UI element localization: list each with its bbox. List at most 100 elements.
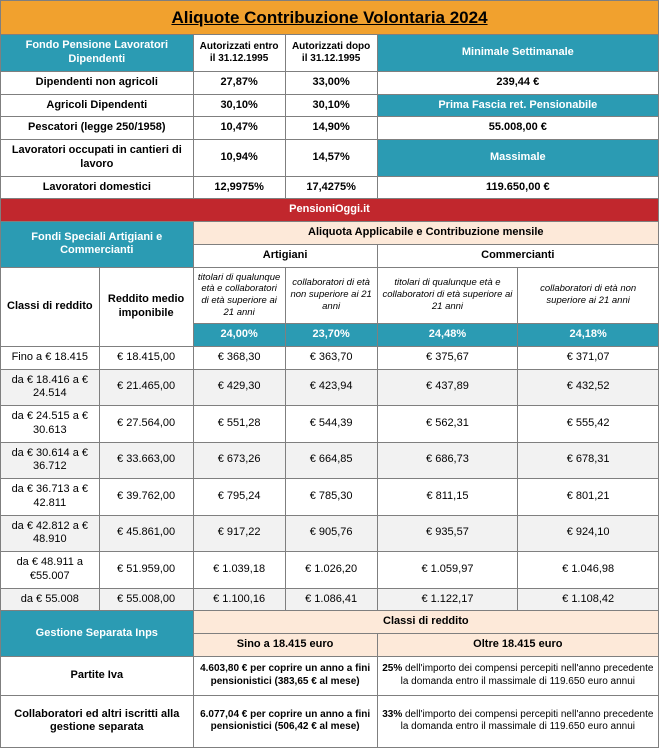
cell: € 917,22 <box>193 515 285 552</box>
cell: € 935,57 <box>377 515 518 552</box>
page-title: Aliquote Contribuzione Volontaria 2024 <box>1 1 659 35</box>
table-row: da € 36.713 a € 42.811 € 39.762,00 € 795… <box>1 479 659 516</box>
cell: Massimale <box>377 140 658 177</box>
cell: € 55.008,00 <box>99 588 193 611</box>
cell: € 375,67 <box>377 346 518 369</box>
table-row: Dipendenti non agricoli 27,87% 33,00% 23… <box>1 71 659 94</box>
table-row: Lavoratori occupati in cantieri di lavor… <box>1 140 659 177</box>
section3-classi: Classi di reddito <box>193 611 658 634</box>
txt: dell'importo dei compensi percepiti nell… <box>401 663 654 687</box>
pct: 33% <box>382 709 402 720</box>
sub-a2: collaboratori di età non superiore ai 21… <box>285 267 377 324</box>
cell: 10,94% <box>193 140 285 177</box>
cell: € 1.026,20 <box>285 552 377 589</box>
cell: 239,44 € <box>377 71 658 94</box>
cell: € 811,15 <box>377 479 518 516</box>
cell: 30,10% <box>285 94 377 117</box>
reddito-header: Reddito medio imponibile <box>99 267 193 346</box>
row-label: Lavoratori occupati in cantieri di lavor… <box>1 140 194 177</box>
cell: € 1.086,41 <box>285 588 377 611</box>
cell: 14,57% <box>285 140 377 177</box>
cell: € 27.564,00 <box>99 406 193 443</box>
rate-a1: 24,00% <box>193 324 285 347</box>
cell: 17,4275% <box>285 176 377 199</box>
cell: € 45.861,00 <box>99 515 193 552</box>
section2-right-header: Aliquota Applicabile e Contribuzione men… <box>193 222 658 245</box>
source-label: PensioniOggi.it <box>1 199 659 222</box>
source-row: PensioniOggi.it <box>1 199 659 222</box>
cell: da € 55.008 <box>1 588 100 611</box>
cell: da € 24.515 a € 30.613 <box>1 406 100 443</box>
title-row: Aliquote Contribuzione Volontaria 2024 <box>1 1 659 35</box>
col-before: Autorizzati entro il 31.12.1995 <box>193 35 285 72</box>
cell: € 555,42 <box>518 406 659 443</box>
table-row: Collaboratori ed altri iscritti alla ges… <box>1 695 659 748</box>
cell: € 673,26 <box>193 442 285 479</box>
cell: Fino a € 18.415 <box>1 346 100 369</box>
cell: € 551,28 <box>193 406 285 443</box>
cell: 33,00% <box>285 71 377 94</box>
sub-c2: collaboratori di età non superiore ai 21… <box>518 267 659 324</box>
cell: € 785,30 <box>285 479 377 516</box>
table-row: da € 18.416 a € 24.514 € 21.465,00 € 429… <box>1 369 659 406</box>
rate-a2: 23,70% <box>285 324 377 347</box>
cell: € 437,89 <box>377 369 518 406</box>
cell: da € 48.911 a €55.007 <box>1 552 100 589</box>
cell: € 664,85 <box>285 442 377 479</box>
classi-header: Classi di reddito <box>1 267 100 346</box>
cell: € 795,24 <box>193 479 285 516</box>
cell: 119.650,00 € <box>377 176 658 199</box>
txt: dell'importo dei compensi percepiti nell… <box>401 709 654 733</box>
table-row: da € 42.812 a € 48.910 € 45.861,00 € 917… <box>1 515 659 552</box>
cell: € 678,31 <box>518 442 659 479</box>
table-row: Fino a € 18.415 € 18.415,00 € 368,30 € 3… <box>1 346 659 369</box>
cell: € 924,10 <box>518 515 659 552</box>
row-label: Agricoli Dipendenti <box>1 94 194 117</box>
cell: € 1.108,42 <box>518 588 659 611</box>
cell: € 39.762,00 <box>99 479 193 516</box>
cell: € 1.039,18 <box>193 552 285 589</box>
cell: 55.008,00 € <box>377 117 658 140</box>
cell: € 51.959,00 <box>99 552 193 589</box>
rate-c2: 24,18% <box>518 324 659 347</box>
section2-label: Fondi Speciali Artigiani e Commercianti <box>1 222 194 268</box>
cell: € 363,70 <box>285 346 377 369</box>
section2-subheader2: Classi di reddito Reddito medio imponibi… <box>1 267 659 324</box>
cell: 6.077,04 € per coprire un anno a fini pe… <box>193 695 377 748</box>
cell: € 1.100,16 <box>193 588 285 611</box>
cell: da € 36.713 a € 42.811 <box>1 479 100 516</box>
section2-header: Fondi Speciali Artigiani e Commercianti … <box>1 222 659 245</box>
cell: € 423,94 <box>285 369 377 406</box>
sub-c1: titolari di qualunque età e collaborator… <box>377 267 518 324</box>
row-label: Partite Iva <box>1 656 194 695</box>
col-min: Minimale Settimanale <box>377 35 658 72</box>
cell: € 905,76 <box>285 515 377 552</box>
cell: 30,10% <box>193 94 285 117</box>
rate-c1: 24,48% <box>377 324 518 347</box>
oltre-header: Oltre 18.415 euro <box>377 634 658 657</box>
cell: da € 18.416 a € 24.514 <box>1 369 100 406</box>
col-after: Autorizzati dopo il 31.12.1995 <box>285 35 377 72</box>
cell: 14,90% <box>285 117 377 140</box>
commercianti-header: Commercianti <box>377 244 658 267</box>
row-label: Pescatori (legge 250/1958) <box>1 117 194 140</box>
cell: € 432,52 <box>518 369 659 406</box>
cell: € 368,30 <box>193 346 285 369</box>
pct: 25% <box>382 663 402 674</box>
table-row: Lavoratori domestici 12,9975% 17,4275% 1… <box>1 176 659 199</box>
cell: 25% dell'importo dei compensi percepiti … <box>377 656 658 695</box>
table-row: Pescatori (legge 250/1958) 10,47% 14,90%… <box>1 117 659 140</box>
table-row: Agricoli Dipendenti 30,10% 30,10% Prima … <box>1 94 659 117</box>
cell: 4.603,80 € per coprire un anno a fini pe… <box>193 656 377 695</box>
cell: 10,47% <box>193 117 285 140</box>
cell: € 1.059,97 <box>377 552 518 589</box>
row-label: Lavoratori domestici <box>1 176 194 199</box>
cell: € 33.663,00 <box>99 442 193 479</box>
cell: € 429,30 <box>193 369 285 406</box>
cell: € 686,73 <box>377 442 518 479</box>
cell: € 371,07 <box>518 346 659 369</box>
sub-a1: titolari di qualunque età e collaborator… <box>193 267 285 324</box>
section1-header: Fondo Pensione Lavoratori Dipendenti Aut… <box>1 35 659 72</box>
cell: 12,9975% <box>193 176 285 199</box>
contribution-table: Aliquote Contribuzione Volontaria 2024 F… <box>0 0 659 748</box>
